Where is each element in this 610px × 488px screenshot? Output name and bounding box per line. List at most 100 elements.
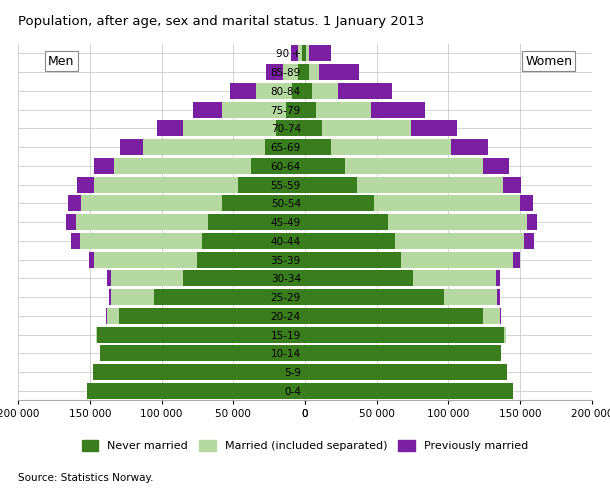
Bar bbox=[95, 158, 114, 174]
Bar bbox=[193, 102, 222, 118]
Bar bbox=[292, 83, 305, 99]
Bar bbox=[503, 177, 522, 192]
Bar bbox=[202, 233, 305, 249]
Bar bbox=[157, 121, 183, 136]
Bar bbox=[309, 45, 331, 61]
Bar bbox=[183, 121, 276, 136]
Bar bbox=[305, 121, 322, 136]
Bar bbox=[286, 102, 305, 118]
Text: Women: Women bbox=[525, 55, 572, 68]
Bar bbox=[320, 64, 359, 80]
Bar bbox=[231, 83, 256, 99]
Bar bbox=[345, 158, 483, 174]
Bar bbox=[267, 64, 284, 80]
Text: Population, after age, sex and marital status. 1 January 2013: Population, after age, sex and marital s… bbox=[18, 15, 425, 28]
Bar bbox=[371, 102, 425, 118]
Bar bbox=[504, 326, 506, 343]
Bar bbox=[412, 270, 496, 286]
Bar bbox=[71, 233, 80, 249]
Bar bbox=[251, 158, 305, 174]
Bar bbox=[305, 158, 345, 174]
Bar bbox=[305, 177, 357, 192]
Bar bbox=[483, 308, 500, 324]
Bar bbox=[97, 326, 305, 343]
Bar bbox=[305, 64, 309, 80]
Bar bbox=[305, 326, 504, 343]
Bar bbox=[265, 139, 305, 155]
Bar bbox=[298, 45, 302, 61]
Bar bbox=[109, 289, 112, 305]
Bar bbox=[88, 252, 95, 267]
Bar bbox=[183, 270, 305, 286]
Bar bbox=[305, 195, 374, 211]
Bar bbox=[290, 45, 298, 61]
Bar bbox=[68, 195, 81, 211]
Bar bbox=[451, 139, 489, 155]
Bar bbox=[77, 177, 95, 192]
Bar bbox=[309, 64, 320, 80]
Bar bbox=[222, 102, 286, 118]
Bar bbox=[305, 270, 412, 286]
Bar bbox=[96, 326, 97, 343]
Bar bbox=[305, 346, 501, 361]
Bar bbox=[520, 195, 533, 211]
Bar bbox=[331, 139, 451, 155]
Bar bbox=[357, 177, 503, 192]
Bar bbox=[305, 364, 507, 380]
Bar bbox=[483, 158, 509, 174]
Bar bbox=[143, 139, 265, 155]
Bar bbox=[112, 270, 183, 286]
Bar bbox=[80, 233, 202, 249]
Bar bbox=[513, 252, 520, 267]
Bar bbox=[81, 195, 222, 211]
Bar bbox=[95, 177, 238, 192]
Bar bbox=[112, 289, 154, 305]
Bar bbox=[284, 64, 298, 80]
Bar bbox=[305, 139, 331, 155]
Bar bbox=[66, 214, 76, 230]
Bar bbox=[497, 289, 500, 305]
Bar bbox=[302, 45, 305, 61]
Bar bbox=[118, 308, 305, 324]
Bar bbox=[305, 252, 401, 267]
Bar bbox=[317, 102, 371, 118]
Bar bbox=[401, 252, 513, 267]
Bar bbox=[305, 83, 312, 99]
Bar bbox=[305, 308, 483, 324]
Bar bbox=[338, 83, 392, 99]
Bar bbox=[388, 214, 527, 230]
Bar bbox=[305, 102, 317, 118]
Bar bbox=[312, 83, 338, 99]
Bar bbox=[107, 308, 118, 324]
Bar bbox=[154, 289, 305, 305]
Bar bbox=[93, 364, 305, 380]
Bar bbox=[305, 214, 388, 230]
Bar bbox=[305, 233, 395, 249]
Bar bbox=[276, 121, 305, 136]
Bar bbox=[100, 346, 305, 361]
Bar bbox=[305, 383, 513, 399]
Bar bbox=[106, 308, 107, 324]
Legend: Never married, Married (included separated), Previously married: Never married, Married (included separat… bbox=[77, 435, 533, 456]
Bar bbox=[444, 289, 497, 305]
Bar bbox=[87, 383, 305, 399]
Bar bbox=[107, 270, 112, 286]
Bar bbox=[114, 158, 251, 174]
Bar bbox=[525, 233, 534, 249]
Bar bbox=[256, 83, 292, 99]
Bar bbox=[306, 45, 309, 61]
Bar bbox=[95, 252, 198, 267]
Bar bbox=[198, 252, 305, 267]
Bar bbox=[298, 64, 305, 80]
Bar bbox=[411, 121, 457, 136]
Text: Men: Men bbox=[48, 55, 74, 68]
Bar bbox=[120, 139, 143, 155]
Bar bbox=[207, 214, 305, 230]
Bar bbox=[374, 195, 520, 211]
Bar bbox=[222, 195, 305, 211]
Text: Source: Statistics Norway.: Source: Statistics Norway. bbox=[18, 473, 154, 483]
Bar bbox=[527, 214, 537, 230]
Bar bbox=[238, 177, 305, 192]
Bar bbox=[496, 270, 500, 286]
Bar bbox=[500, 308, 501, 324]
